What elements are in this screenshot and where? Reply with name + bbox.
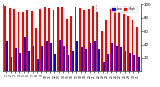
- Bar: [57, 7, 59, 71]
- Bar: [31, 11, 33, 71]
- Bar: [28, 51, 30, 71]
- Bar: [116, 46, 118, 71]
- Bar: [35, 28, 37, 71]
- Bar: [96, 12, 98, 71]
- Bar: [4, 6, 6, 71]
- Bar: [6, 41, 8, 71]
- Bar: [61, 7, 63, 71]
- Bar: [75, 7, 76, 71]
- Bar: [92, 6, 94, 71]
- Bar: [94, 41, 96, 71]
- Bar: [123, 14, 125, 71]
- Bar: [118, 12, 120, 71]
- Bar: [22, 12, 24, 71]
- Bar: [79, 8, 81, 71]
- Bar: [125, 51, 126, 71]
- Bar: [101, 31, 103, 71]
- Bar: [46, 41, 48, 71]
- Bar: [40, 9, 41, 71]
- Bar: [129, 53, 131, 71]
- Bar: [19, 53, 21, 71]
- Bar: [9, 8, 11, 71]
- Bar: [103, 62, 104, 71]
- Bar: [68, 55, 69, 71]
- Bar: [120, 47, 122, 71]
- Bar: [59, 40, 61, 71]
- Legend: Low, High: Low, High: [111, 6, 136, 12]
- Bar: [41, 46, 43, 71]
- Bar: [98, 49, 100, 71]
- Bar: [54, 54, 56, 71]
- Bar: [15, 48, 17, 71]
- Bar: [132, 20, 133, 71]
- Bar: [26, 10, 28, 71]
- Bar: [107, 54, 109, 71]
- Bar: [127, 16, 129, 71]
- Bar: [72, 51, 74, 71]
- Bar: [81, 47, 83, 71]
- Bar: [66, 19, 68, 71]
- Bar: [90, 43, 91, 71]
- Bar: [110, 9, 111, 71]
- Bar: [50, 43, 52, 71]
- Bar: [114, 10, 116, 71]
- Bar: [70, 16, 72, 71]
- Bar: [111, 43, 113, 71]
- Bar: [44, 7, 46, 71]
- Bar: [63, 46, 65, 71]
- Bar: [85, 49, 87, 71]
- Bar: [136, 27, 138, 71]
- Bar: [83, 10, 85, 71]
- Bar: [11, 57, 12, 71]
- Bar: [76, 41, 78, 71]
- Bar: [138, 57, 140, 71]
- Bar: [105, 20, 107, 71]
- Bar: [48, 8, 50, 71]
- Bar: [53, 10, 54, 71]
- Bar: [24, 37, 26, 71]
- Bar: [88, 9, 90, 71]
- Bar: [13, 9, 15, 71]
- Bar: [18, 12, 19, 71]
- Bar: [33, 46, 34, 71]
- Bar: [37, 59, 39, 71]
- Bar: [133, 55, 135, 71]
